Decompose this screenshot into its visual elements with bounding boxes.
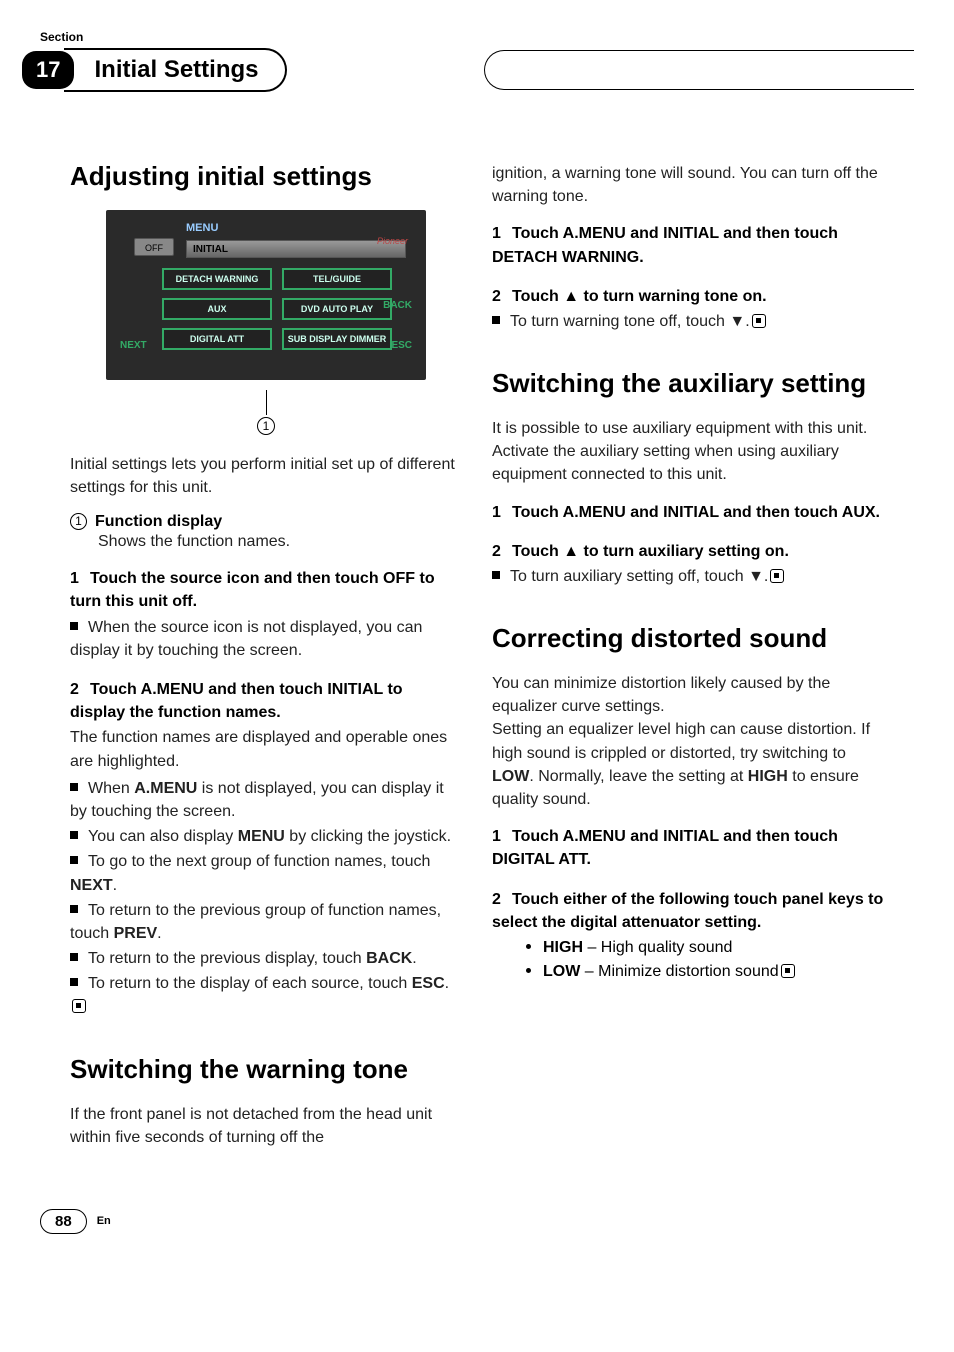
left-note-2f: To return to the display of each source,… (70, 972, 462, 1018)
function-display-label: 1 Function display (70, 513, 462, 531)
bullet-icon (70, 978, 78, 986)
left-note-2b: You can also display MENU by clicking th… (70, 825, 462, 848)
bullet-icon (70, 905, 78, 913)
scr-menu-label: MENU (186, 222, 218, 234)
left-note-2d: To return to the previous group of funct… (70, 899, 462, 945)
right-step-1: 1Touch A.MENU and INITIAL and then touch… (492, 222, 884, 268)
right-step-5: 1Touch A.MENU and INITIAL and then touch… (492, 825, 884, 871)
function-display-num: 1 (70, 513, 87, 530)
bullet-icon (70, 831, 78, 839)
page-number: 88 (40, 1209, 87, 1234)
scr-esc-label: ESC (391, 340, 412, 351)
end-icon (72, 999, 86, 1013)
language-label: En (97, 1215, 111, 1227)
scr-detach-button: DETACH WARNING (162, 268, 272, 290)
left-step-2-text: Touch A.MENU and then touch INITIAL to d… (70, 681, 403, 721)
right-column: ignition, a warning tone will sound. You… (492, 162, 884, 1149)
scr-initial-tab: INITIAL (186, 240, 406, 258)
bullet-icon (492, 316, 500, 324)
left-step-1: 1Touch the source icon and then touch OF… (70, 567, 462, 613)
scr-tel-button: TEL/GUIDE (282, 268, 392, 290)
scr-pioneer-logo: Pioneer (377, 236, 408, 246)
left-step-1-num: 1 (70, 567, 90, 590)
function-display-desc: Shows the function names. (98, 533, 462, 551)
right-note-2: To turn auxiliary setting off, touch ▼. (492, 565, 884, 588)
page-header: 17 Initial Settings (0, 48, 954, 92)
heading-distorted: Correcting distorted sound (492, 624, 884, 654)
right-step-4: 2Touch ▲ to turn auxiliary setting on. (492, 540, 884, 563)
warning-tone-cont: ignition, a warning tone will sound. You… (492, 162, 884, 208)
left-step-2-num: 2 (70, 678, 90, 701)
bullet-icon (70, 622, 78, 630)
header-title: Initial Settings (64, 48, 286, 92)
heading-warning-tone: Switching the warning tone (70, 1055, 462, 1085)
left-note-2e: To return to the previous display, touch… (70, 947, 462, 970)
scr-dvd-button: DVD AUTO PLAY (282, 298, 392, 320)
heading-auxiliary: Switching the auxiliary setting (492, 369, 884, 399)
end-icon (770, 569, 784, 583)
warning-tone-intro: If the front panel is not detached from … (70, 1103, 462, 1149)
end-icon (752, 314, 766, 328)
end-icon (781, 964, 795, 978)
left-note-1: When the source icon is not displayed, y… (70, 616, 462, 662)
distorted-intro-2: Setting an equalizer level high can caus… (492, 718, 884, 811)
bullet-dot-icon (526, 968, 531, 973)
left-note-2a: When A.MENU is not displayed, you can di… (70, 777, 462, 823)
scr-sub-button: SUB DISPLAY DIMMER (282, 328, 392, 350)
bullet-icon (70, 856, 78, 864)
bullet-icon (70, 783, 78, 791)
bullet-icon (70, 953, 78, 961)
scr-aux-button: AUX (162, 298, 272, 320)
function-display-title: Function display (95, 513, 222, 530)
bullet-icon (492, 571, 500, 579)
page-footer: 88 En (40, 1209, 954, 1234)
intro-text: Initial settings lets you perform initia… (70, 453, 462, 499)
scr-off-button: OFF (134, 238, 174, 256)
distorted-intro-1: You can minimize distortion likely cause… (492, 672, 884, 718)
device-screenshot: MENU OFF INITIAL Pioneer DETACH WARNING … (106, 210, 426, 380)
right-step-2: 2Touch ▲ to turn warning tone on. (492, 285, 884, 308)
scr-next-label: NEXT (120, 340, 147, 351)
section-label: Section (40, 30, 954, 44)
left-column: Adjusting initial settings MENU OFF INIT… (70, 162, 462, 1149)
left-note-2c: To go to the next group of function name… (70, 850, 462, 896)
right-step-6: 2Touch either of the following touch pan… (492, 888, 884, 934)
scr-back-label: BACK (383, 300, 412, 311)
auxiliary-intro: It is possible to use auxiliary equipmen… (492, 417, 884, 487)
left-step-2-desc: The function names are displayed and ope… (70, 726, 462, 772)
right-step-3: 1Touch A.MENU and INITIAL and then touch… (492, 501, 884, 524)
heading-adjusting: Adjusting initial settings (70, 162, 462, 192)
header-right-frame (484, 50, 914, 90)
option-high: HIGH – High quality sound (526, 936, 884, 960)
right-note-1: To turn warning tone off, touch ▼. (492, 310, 884, 333)
left-step-1-text: Touch the source icon and then touch OFF… (70, 570, 435, 610)
left-step-2: 2Touch A.MENU and then touch INITIAL to … (70, 678, 462, 724)
left-note-1-text: When the source icon is not displayed, y… (70, 619, 422, 659)
scr-digital-button: DIGITAL ATT (162, 328, 272, 350)
bullet-dot-icon (526, 944, 531, 949)
attenuator-options: HIGH – High quality sound LOW – Minimize… (526, 936, 884, 984)
callout-line (266, 390, 267, 415)
option-low: LOW – Minimize distortion sound (526, 960, 884, 984)
callout-number: 1 (257, 417, 275, 435)
